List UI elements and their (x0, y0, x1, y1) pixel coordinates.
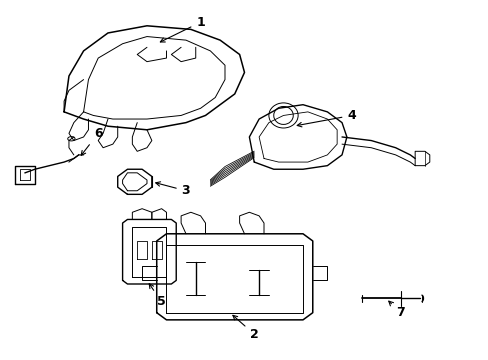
Text: 6: 6 (81, 127, 102, 155)
Text: 2: 2 (232, 315, 258, 341)
Text: 1: 1 (160, 16, 204, 42)
Text: 4: 4 (297, 109, 355, 127)
Text: 3: 3 (155, 182, 190, 197)
Text: 5: 5 (149, 284, 165, 309)
Text: 7: 7 (388, 301, 404, 319)
